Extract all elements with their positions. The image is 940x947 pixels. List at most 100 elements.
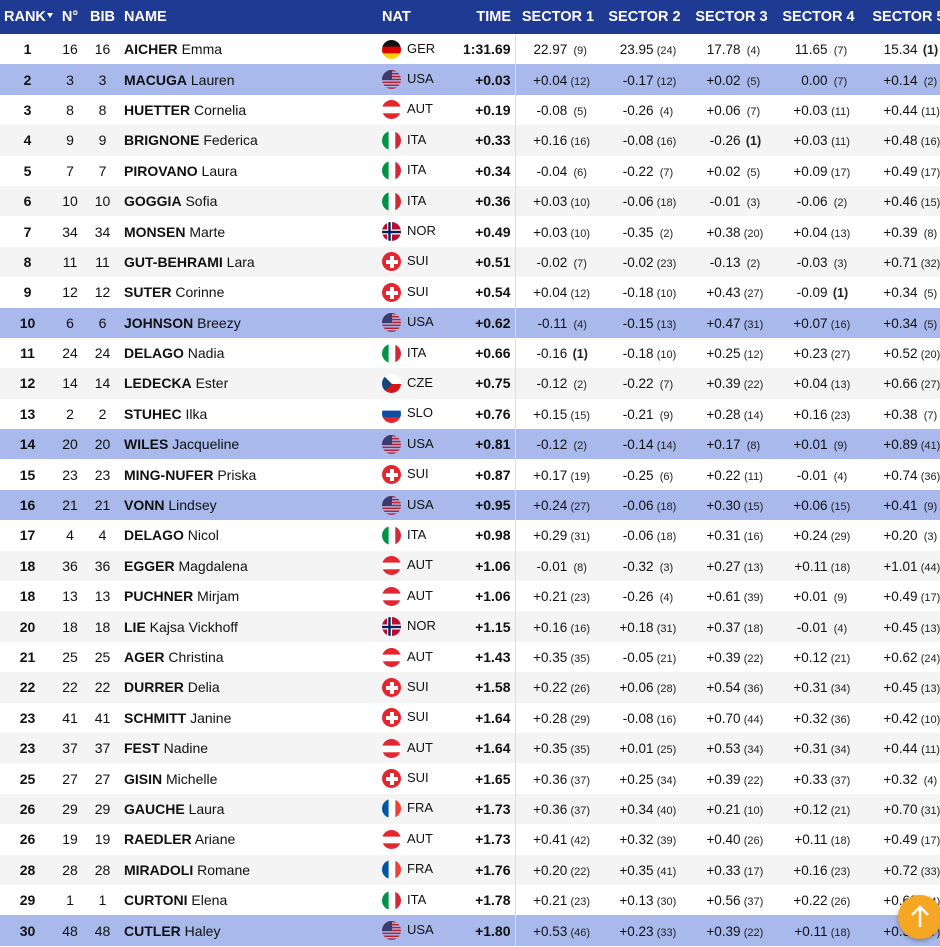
- sector-time: -0.06: [622, 498, 654, 514]
- sector-time: +0.11: [794, 558, 828, 574]
- sector-rank: (8): [923, 227, 938, 240]
- sector-cell: +0.04 (12): [515, 64, 601, 95]
- flag: [382, 617, 401, 637]
- sector-time: +0.03: [533, 224, 568, 240]
- nation-code: AUT: [407, 739, 433, 755]
- sector-rank: (11): [921, 105, 940, 118]
- sector-rank: (1): [745, 134, 762, 149]
- sector-cell: +0.14 (2): [862, 64, 940, 95]
- start-number: 9: [55, 125, 85, 156]
- sector-rank: (46): [570, 926, 591, 939]
- rank: 30: [0, 915, 55, 946]
- nation: SUI: [378, 703, 458, 733]
- sector-time: +0.01: [793, 589, 828, 605]
- sector-rank: (33): [920, 865, 940, 878]
- flag: [382, 556, 401, 576]
- sector-rank: (17): [920, 592, 940, 605]
- nation-code: ITA: [407, 344, 427, 360]
- nation-code: FRA: [407, 800, 433, 816]
- sector-time: +0.22: [793, 893, 828, 909]
- nation-code: SUI: [407, 284, 429, 300]
- sector-rank: (5): [746, 166, 761, 179]
- sector-time: +0.27: [706, 558, 741, 574]
- sector-time: +0.04: [793, 224, 828, 240]
- rank: 12: [0, 368, 55, 399]
- rank: 8: [0, 246, 55, 278]
- rank: 16: [0, 489, 55, 521]
- sector-time: +0.41: [883, 498, 918, 514]
- athlete-name: DELAGO Nicol: [120, 520, 378, 550]
- nation: SUI: [378, 763, 458, 793]
- sector-time: +0.20: [533, 862, 568, 878]
- sector-time: +0.35: [533, 741, 568, 757]
- sector-time: -0.15: [622, 315, 654, 331]
- sector-cell: +0.23 (33): [601, 915, 688, 946]
- sector-time: +0.25: [706, 346, 741, 362]
- sector-rank: (22): [743, 653, 764, 665]
- sector-time: +0.39: [706, 771, 741, 787]
- first-name: Priska: [217, 466, 257, 483]
- sector-cell: +0.25 (12): [688, 338, 775, 368]
- bib: 25: [94, 649, 111, 665]
- sector-rank: (27): [570, 501, 591, 514]
- nation-code: USA: [407, 496, 434, 512]
- sector-cell: +0.22 (11): [688, 459, 775, 489]
- rank-header[interactable]: RANK: [0, 0, 55, 34]
- first-name: Delia: [187, 679, 220, 696]
- sector-rank: (12): [570, 75, 591, 88]
- scroll-top-button[interactable]: [898, 895, 940, 939]
- sector-time: +0.16: [793, 862, 828, 878]
- sector-time: +0.89: [883, 437, 918, 453]
- bib: 10: [85, 185, 120, 217]
- sector-cell: -0.26 (1): [688, 125, 775, 156]
- start-number: 18: [55, 611, 85, 642]
- sector-rank: (2): [833, 197, 848, 210]
- sector-cell: +0.01 (25): [601, 732, 688, 764]
- rank: 10: [0, 307, 55, 338]
- sector-rank: (5): [573, 105, 587, 118]
- sector-rank: (13): [656, 318, 677, 331]
- first-name: Nicol: [187, 527, 219, 544]
- sector-rank: (41): [920, 440, 940, 453]
- sector-rank: (26): [830, 896, 851, 909]
- bib: 11: [85, 246, 120, 278]
- sector-rank: (26): [570, 683, 591, 696]
- sector-rank: (17): [920, 835, 940, 848]
- sector-time: +0.43: [706, 285, 741, 301]
- sector-time: -0.18: [622, 285, 654, 301]
- rank: 7: [23, 223, 32, 240]
- sector-rank: (28): [656, 683, 677, 696]
- last-name: SUTER: [124, 284, 172, 301]
- flag: [382, 222, 401, 242]
- first-name: Nadia: [187, 345, 225, 362]
- sector-rank: (37): [570, 774, 591, 787]
- sector-time: -0.01: [796, 619, 828, 635]
- sector-rank: (1): [832, 286, 849, 301]
- rank: 21: [19, 649, 36, 665]
- sector-rank: (11): [921, 744, 940, 757]
- athlete-name: GISIN Michelle: [120, 763, 378, 793]
- bib: 18: [85, 611, 120, 642]
- sector-header: SECTOR 5: [862, 0, 940, 34]
- sector-cell: +1.01 (44): [862, 550, 940, 582]
- sector-cell: +0.35 (41): [601, 854, 688, 885]
- athlete-name: JOHNSON Breezy: [120, 307, 378, 338]
- sector-cell: +0.47 (31): [688, 307, 775, 338]
- sector-rank: (2): [746, 257, 761, 270]
- sector-time: +0.37: [706, 619, 741, 635]
- sector-time: -0.06: [622, 194, 654, 210]
- last-name: HUETTER: [124, 101, 191, 118]
- sector-time: +0.34: [883, 315, 918, 331]
- result-row: 13 2 2 STUHEC Ilka SLO +0.76 +0.15 (15) -0.21 (9)…: [0, 398, 940, 430]
- sector-cell: +0.01 (9): [775, 581, 862, 611]
- sector-time: +0.33: [793, 771, 828, 787]
- nation: FRA: [378, 854, 458, 885]
- sector-time: +0.23: [619, 923, 654, 939]
- start-number: 2: [66, 405, 74, 422]
- sector-rank: (2): [573, 440, 587, 453]
- result-row: 9 12 12 SUTER Corinne SUI +0.54 +0.04 (12) -0.18…: [0, 277, 940, 308]
- sector-cell: +0.29 (31): [515, 520, 601, 550]
- sector-cell: +0.06 (7): [688, 95, 775, 125]
- sector-cell: +0.42 (10): [862, 703, 940, 733]
- nation-code: SUI: [407, 253, 429, 269]
